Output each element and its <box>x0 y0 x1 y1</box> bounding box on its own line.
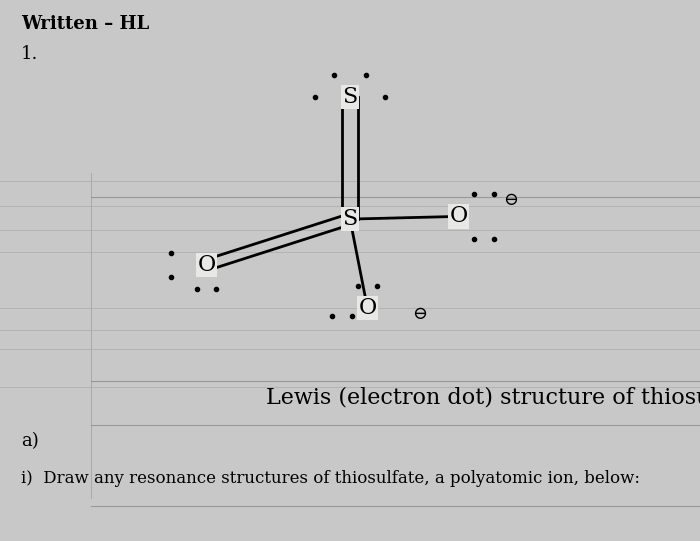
Text: O: O <box>449 206 468 227</box>
Text: Written – HL: Written – HL <box>21 15 149 34</box>
Text: S: S <box>342 208 358 230</box>
Text: 1.: 1. <box>21 45 38 63</box>
Text: a): a) <box>21 432 38 450</box>
Text: i)  Draw any resonance structures of thiosulfate, a polyatomic ion, below:: i) Draw any resonance structures of thio… <box>21 470 640 487</box>
Text: ⊖: ⊖ <box>503 191 519 209</box>
Text: O: O <box>358 298 377 319</box>
Text: ⊖: ⊖ <box>412 305 428 323</box>
Text: Lewis (electron dot) structure of thiosulfate: Lewis (electron dot) structure of thiosu… <box>266 387 700 408</box>
Text: S: S <box>342 87 358 108</box>
Text: O: O <box>197 254 216 276</box>
